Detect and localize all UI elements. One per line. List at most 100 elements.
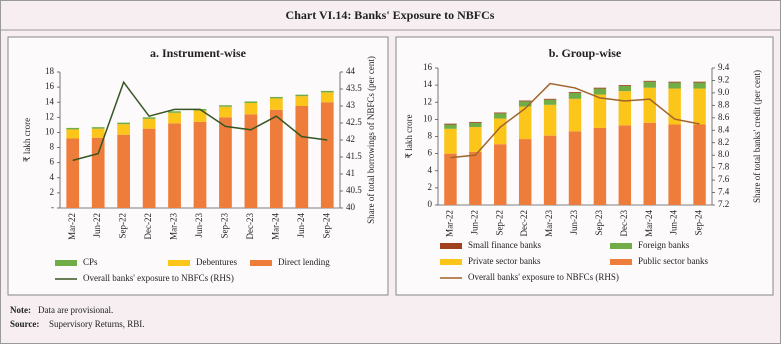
bar-segment (219, 106, 232, 118)
bar-segment (618, 85, 632, 92)
bar-segment (219, 117, 232, 208)
legend-label: CPs (83, 257, 98, 267)
y2-axis-label: Share of total borrowings of NBFCs (per … (366, 56, 376, 224)
legend-swatch (55, 260, 77, 266)
y2-tick-label: 41 (346, 168, 355, 178)
y-axis-label: ₹ lakh crore (22, 118, 32, 162)
y2-tick-label: 43.5 (346, 83, 362, 93)
bar-segment (518, 139, 532, 205)
x-tick-label: Sep-22 (494, 210, 504, 236)
line-series (450, 82, 700, 159)
bar-segment (469, 127, 482, 152)
y2-tick-label: 44 (346, 66, 356, 76)
bar-segment (91, 137, 105, 208)
legend-swatch (168, 260, 190, 266)
y-tick-label: 12 (423, 96, 432, 106)
legend-swatch (610, 243, 632, 249)
x-tick-label: Jun-22 (469, 210, 479, 235)
bar-segment (244, 101, 258, 103)
y2-tick-label: 42 (346, 134, 355, 144)
bar-segment (494, 144, 507, 205)
bar-segment (117, 134, 130, 208)
y2-tick-label: 40.5 (346, 185, 362, 195)
bar-segment (568, 98, 582, 132)
bar-segment (295, 94, 309, 97)
bar-segment (66, 129, 80, 139)
y-tick-label: - (51, 202, 54, 212)
bar-segment (469, 151, 482, 205)
page-title: Chart VI.14: Banks' Exposure to NBFCs (286, 8, 495, 22)
y2-tick-label: 42.5 (346, 117, 362, 127)
y2-tick-label: 9.2 (718, 75, 729, 85)
bar-segment (168, 112, 181, 124)
bar-segment (91, 128, 105, 138)
y-tick-label: 2 (428, 182, 433, 192)
x-tick-label: Dec-23 (245, 213, 255, 240)
bar-segment (693, 82, 706, 89)
y2-tick-label: 7.8 (718, 162, 730, 172)
bar-segment (593, 127, 607, 205)
bar-segment (618, 85, 632, 86)
legend-label: Public sector banks (638, 256, 708, 266)
y2-tick-label: 7.6 (718, 174, 730, 184)
legend-swatch (440, 259, 462, 265)
y2-tick-label: 40 (346, 202, 356, 212)
x-tick-label: Dec-22 (519, 210, 529, 237)
legend-label: Direct lending (278, 257, 330, 267)
bar-segment (668, 81, 681, 83)
bar-segment (270, 98, 283, 110)
y2-tick-label: 7.2 (718, 199, 729, 209)
bar-segment (643, 122, 656, 205)
y-axis-label: ₹ lakh crore (404, 114, 414, 158)
bar-segment (444, 153, 457, 205)
y2-tick-label: 8.2 (718, 137, 729, 147)
bar-segment (193, 121, 207, 208)
x-tick-label: Jun-22 (92, 213, 102, 238)
note-label: Note: (10, 305, 31, 315)
bar-segment (643, 87, 656, 123)
x-tick-label: Sep-23 (594, 210, 604, 236)
bar-segment (568, 91, 582, 93)
bar-segment (295, 106, 309, 208)
legend-label: Small finance banks (468, 240, 541, 250)
y-tick-label: 8 (428, 131, 433, 141)
bar-segment (643, 81, 656, 88)
legend-swatch (250, 260, 272, 266)
bar-segment (469, 122, 482, 128)
y-tick-label: 16 (45, 81, 55, 91)
bar-segment (142, 118, 156, 129)
bar-segment (543, 135, 557, 205)
x-tick-label: Mar-23 (544, 210, 554, 237)
legend-label: Overall banks' exposure to NBFCs (RHS) (83, 273, 234, 283)
note-text: Data are provisional. (38, 305, 113, 315)
bar-segment (494, 112, 507, 114)
bar-segment (593, 88, 607, 95)
bar-segment (295, 96, 309, 106)
x-tick-label: Sep-22 (118, 213, 128, 239)
y2-tick-label: 8.4 (718, 124, 730, 134)
y2-tick-label: 8.6 (718, 112, 730, 122)
bar-segment (643, 80, 656, 82)
x-tick-label: Sep-24 (321, 213, 331, 239)
bar-segment (568, 92, 582, 99)
y2-tick-label: 8.0 (718, 149, 730, 159)
legend-label: Foreign banks (638, 240, 690, 250)
y2-axis-label: Share of total banks' credit (per cent) (752, 70, 762, 203)
y-tick-label: 14 (423, 79, 433, 89)
bar-segment (618, 91, 632, 126)
y-tick-label: 4 (50, 172, 55, 182)
bar-segment (244, 102, 258, 115)
legend-label: Debentures (196, 257, 237, 267)
chart-title: a. Instrument-wise (150, 46, 247, 60)
bar-segment (168, 123, 181, 208)
y2-tick-label: 7.4 (718, 187, 730, 197)
x-tick-label: Jun-23 (194, 213, 204, 238)
bar-segment (593, 94, 607, 128)
x-tick-label: Sep-24 (694, 210, 704, 236)
bar-segment (518, 101, 532, 107)
bar-segment (494, 113, 507, 119)
legend-swatch (440, 243, 462, 249)
bar-segment (244, 114, 258, 208)
bar-segment (469, 121, 482, 123)
